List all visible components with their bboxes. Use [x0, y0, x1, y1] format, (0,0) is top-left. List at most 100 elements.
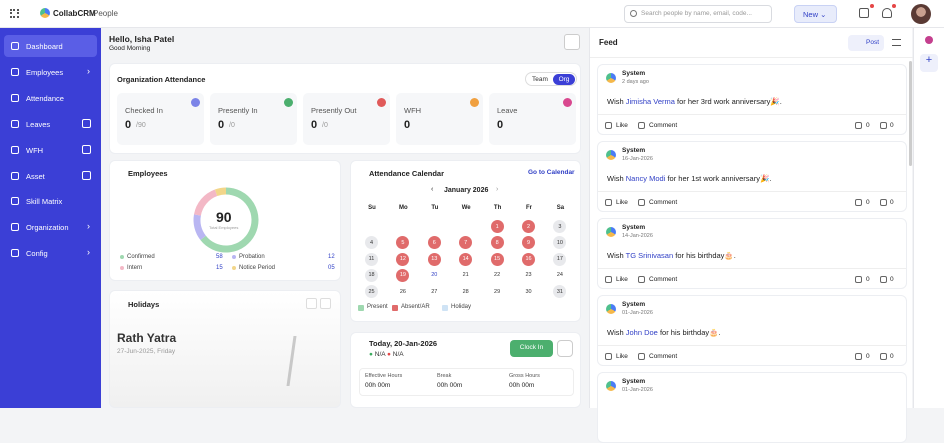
notification-icon[interactable]: [882, 8, 892, 18]
day[interactable]: 29: [494, 288, 501, 295]
nav-icon: [11, 197, 19, 206]
weekday: Th: [493, 205, 502, 211]
nav-item[interactable]: Attendance: [4, 87, 97, 109]
search-box[interactable]: Search people by name, email, code...: [624, 5, 772, 23]
nav-item[interactable]: WFH: [4, 139, 97, 161]
day[interactable]: 16: [522, 252, 535, 266]
day[interactable]: 27: [431, 288, 438, 295]
like-button[interactable]: Like: [616, 353, 628, 360]
day[interactable]: 8: [490, 236, 504, 250]
nav-item[interactable]: Organization ›: [4, 216, 97, 238]
nav-icon: [11, 171, 19, 180]
post-button[interactable]: Post: [848, 35, 884, 51]
stat-value: 00h 00m: [365, 382, 391, 389]
toggle-team[interactable]: Team: [532, 76, 548, 83]
comment-button[interactable]: Comment: [649, 199, 678, 206]
nav-item[interactable]: Leaves: [4, 113, 97, 135]
prev-month[interactable]: ‹: [431, 186, 434, 193]
stat-icon: [377, 98, 386, 107]
day[interactable]: 3: [553, 220, 567, 233]
day[interactable]: 20: [431, 272, 438, 279]
day[interactable]: 14: [459, 252, 473, 266]
new-button[interactable]: New ⌄: [794, 5, 837, 23]
legend-count: 05: [328, 265, 335, 271]
day[interactable]: 11: [365, 252, 378, 266]
nav-icon: [11, 249, 19, 258]
action-icon: [605, 353, 612, 360]
day[interactable]: 9: [522, 236, 535, 250]
post-author: System: [622, 301, 646, 308]
weekday: Sa: [556, 205, 565, 211]
toggle[interactable]: Team Org: [525, 72, 577, 86]
nav-item[interactable]: Asset: [4, 165, 97, 187]
person-link[interactable]: John Doe: [625, 328, 658, 337]
weekday: We: [461, 205, 471, 211]
nav-item[interactable]: Config ›: [4, 242, 97, 264]
holiday-name: Rath Yatra: [117, 331, 177, 345]
comment-count: 0: [890, 122, 894, 129]
weekday: Tu: [431, 205, 439, 211]
day[interactable]: 18: [365, 268, 378, 282]
comment-button[interactable]: Comment: [649, 276, 678, 283]
employees-card: Employees 90 Total Employees Confirmed 58…: [109, 160, 341, 281]
nav-item[interactable]: Dashboard: [4, 35, 97, 57]
day[interactable]: 13: [427, 252, 441, 266]
day[interactable]: 4: [365, 236, 378, 250]
post-text-post: for his birthday🎂.: [657, 328, 721, 337]
layout-button[interactable]: [564, 34, 580, 50]
day[interactable]: 25: [365, 285, 378, 299]
person-link[interactable]: Jimisha Verma: [625, 97, 675, 106]
day[interactable]: 28: [462, 288, 469, 295]
clock-in-button[interactable]: Clock In: [510, 340, 553, 357]
day[interactable]: 26: [399, 288, 406, 295]
day[interactable]: 12: [396, 252, 410, 266]
apps-icon[interactable]: [10, 9, 19, 18]
tasks-icon[interactable]: [859, 8, 869, 18]
legend-dot: [120, 266, 124, 270]
card-title: Attendance Calendar: [369, 169, 445, 178]
brand: CollabCRM: [53, 9, 96, 18]
person-link[interactable]: TG Srinivasan: [625, 251, 674, 260]
toggle-org[interactable]: Org: [553, 74, 575, 85]
avatar[interactable]: [911, 4, 931, 24]
day[interactable]: 6: [427, 236, 441, 250]
day[interactable]: 30: [525, 288, 532, 295]
stat-card: Presently In 0/0: [210, 93, 297, 145]
day[interactable]: 23: [525, 272, 532, 279]
like-button[interactable]: Like: [616, 122, 628, 129]
comment-button[interactable]: Comment: [649, 353, 678, 360]
day[interactable]: 21: [462, 272, 469, 279]
stat-value: 00h 00m: [509, 382, 535, 389]
day[interactable]: 10: [553, 236, 567, 250]
prev-button[interactable]: [306, 298, 317, 309]
stat-card: WFH 0: [396, 93, 483, 145]
post-logo: [606, 150, 616, 160]
next-month[interactable]: ›: [496, 186, 499, 193]
refresh-button[interactable]: [557, 340, 573, 357]
person-link[interactable]: Nancy Modi: [625, 174, 666, 183]
rail-icon[interactable]: [925, 36, 933, 44]
filter-icon[interactable]: [892, 39, 901, 46]
legend-swatch: [442, 305, 448, 311]
day[interactable]: 1: [490, 220, 504, 233]
next-button[interactable]: [320, 298, 331, 309]
calendar-link[interactable]: Go to Calendar: [528, 169, 575, 176]
like-button[interactable]: Like: [616, 276, 628, 283]
day[interactable]: 24: [556, 272, 563, 279]
add-button[interactable]: +: [920, 54, 938, 72]
day[interactable]: 5: [396, 236, 410, 250]
donut-segment: [193, 214, 207, 241]
nav-item[interactable]: Employees ›: [4, 61, 97, 83]
like-button[interactable]: Like: [616, 199, 628, 206]
nav-item[interactable]: Skill Matrix: [4, 190, 97, 212]
day[interactable]: 22: [494, 272, 501, 279]
post-logo: [606, 304, 616, 314]
day[interactable]: 7: [459, 236, 473, 250]
day[interactable]: 19: [396, 268, 410, 282]
day[interactable]: 2: [522, 220, 535, 233]
day[interactable]: 17: [553, 252, 567, 266]
day[interactable]: 31: [553, 285, 567, 299]
comment-button[interactable]: Comment: [649, 122, 678, 129]
action-icon: [880, 353, 887, 360]
day[interactable]: 15: [490, 252, 504, 266]
